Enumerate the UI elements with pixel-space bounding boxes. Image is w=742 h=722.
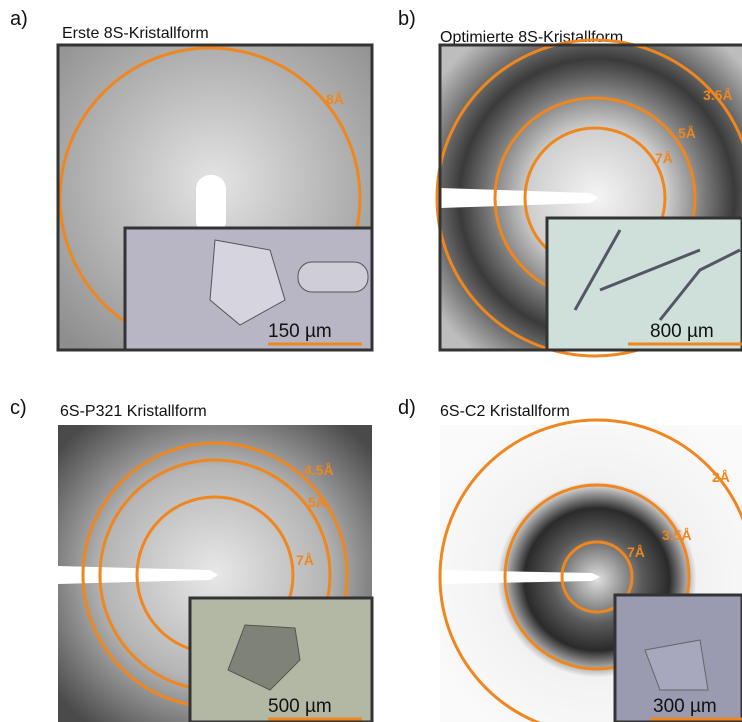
panel-title: Optimierte 8S-Kristallform xyxy=(440,29,623,46)
panel-label: a) xyxy=(10,8,28,30)
ring-label: 5Å xyxy=(308,494,326,510)
scale-bar-label: 300 µm xyxy=(653,696,717,717)
beam-stop xyxy=(196,175,226,235)
figure: a) Erste 8S-Kristallform 8Å 150 µm b) Op… xyxy=(0,0,742,722)
scale-bar-label: 150 µm xyxy=(268,321,332,342)
panel-title: Erste 8S-Kristallform xyxy=(62,25,209,42)
ring-label: 7Å xyxy=(627,544,645,560)
ring-label: 8Å xyxy=(326,91,344,107)
panel-label: c) xyxy=(10,397,27,419)
ring-label: 4.5Å xyxy=(304,462,334,478)
panel-a: a) Erste 8S-Kristallform 8Å 150 µm xyxy=(10,8,372,350)
ring-label: 5Å xyxy=(678,125,696,141)
panel-c: c) 6S-P321 Kristallform 4.5Å 5Å 7Å 500 µ… xyxy=(10,397,372,722)
ring-label: 7Å xyxy=(296,552,314,568)
panel-title: 6S-C2 Kristallform xyxy=(440,403,570,420)
scale-bar-label: 800 µm xyxy=(650,321,714,342)
panel-title: 6S-P321 Kristallform xyxy=(60,403,207,420)
scale-bar-label: 500 µm xyxy=(268,696,332,717)
crystal xyxy=(298,262,368,292)
panel-label: b) xyxy=(398,8,416,30)
ring-label: 7Å xyxy=(655,150,673,166)
panel-d: d) 6S-C2 Kristallform 2Å 3.5Å 7Å 300 µm xyxy=(398,397,742,722)
panel-b: b) Optimierte 8S-Kristallform 3.5Å 5Å 7Å… xyxy=(398,8,742,356)
ring-label: 3.5Å xyxy=(662,527,692,543)
ring-label: 2Å xyxy=(712,469,730,485)
ring-label: 3.5Å xyxy=(703,87,733,103)
panel-label: d) xyxy=(398,397,416,419)
